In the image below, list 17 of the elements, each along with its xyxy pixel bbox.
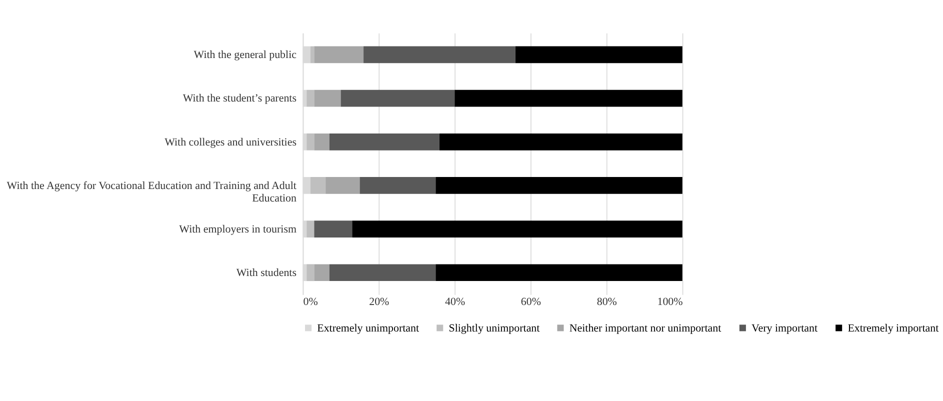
x-tick-label: 20% <box>369 296 390 308</box>
x-tick-label: 100% <box>657 296 683 308</box>
y-tick-label: With employers in tourism <box>179 223 297 236</box>
x-tick-label: 80% <box>596 296 617 308</box>
x-tick-label: 40% <box>445 296 466 308</box>
y-tick-label: With the Agency for Vocational Education and Training and Adult Education <box>6 180 298 204</box>
legend-label: Slightly unimportant <box>448 322 540 334</box>
x-tick-label: 0% <box>303 296 318 308</box>
legend-label: Very important <box>752 322 818 334</box>
y-tick-label: With students <box>236 267 296 279</box>
y-tick-label: With colleges and universities <box>164 136 296 148</box>
legend-label: Extremely important <box>848 322 939 334</box>
y-tick-label: With the general public <box>194 49 297 62</box>
legend-label: Extremely unimportant <box>317 322 420 334</box>
x-tick-label: 60% <box>520 296 542 308</box>
legend-label: Neither important nor unimportant <box>569 322 722 334</box>
y-tick-label: With the student’s parents <box>182 92 296 105</box>
